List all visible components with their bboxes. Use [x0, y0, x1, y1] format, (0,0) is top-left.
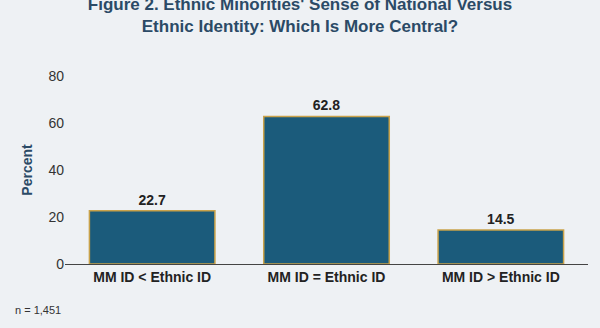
svg-text:22.7: 22.7	[138, 192, 165, 208]
svg-text:40: 40	[48, 162, 64, 178]
svg-text:MM ID < Ethnic ID: MM ID < Ethnic ID	[93, 269, 211, 285]
svg-text:Figure 2. Ethnic Minorities' S: Figure 2. Ethnic Minorities' Sense of Na…	[88, 0, 512, 36]
svg-text:MM ID > Ethnic ID: MM ID > Ethnic ID	[442, 269, 560, 285]
svg-text:60: 60	[48, 115, 64, 131]
svg-text:80: 80	[48, 68, 64, 84]
svg-text:Percent: Percent	[19, 144, 35, 196]
svg-text:62.8: 62.8	[313, 97, 340, 113]
svg-text:MM ID = Ethnic ID: MM ID = Ethnic ID	[268, 269, 386, 285]
svg-text:n = 1,451: n = 1,451	[15, 304, 61, 316]
svg-text:0: 0	[56, 256, 64, 272]
svg-text:14.5: 14.5	[487, 211, 514, 227]
svg-text:20: 20	[48, 209, 64, 225]
